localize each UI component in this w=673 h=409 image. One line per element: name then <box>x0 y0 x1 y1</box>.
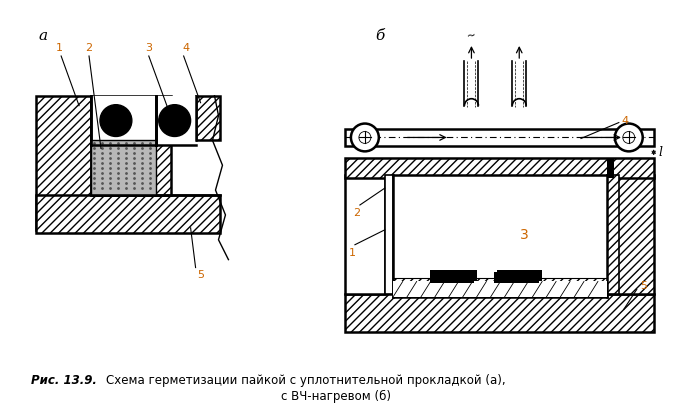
Bar <box>91 96 155 140</box>
Bar <box>345 158 653 178</box>
Text: l: l <box>659 146 663 159</box>
Text: 5: 5 <box>640 281 647 292</box>
Bar <box>36 96 91 230</box>
Bar <box>393 281 607 297</box>
Text: ~: ~ <box>466 30 477 42</box>
Bar <box>497 270 542 281</box>
Text: 1: 1 <box>349 248 355 258</box>
Circle shape <box>159 105 190 137</box>
Bar <box>393 277 607 297</box>
Bar <box>429 270 477 281</box>
Text: с ВЧ-нагревом (б): с ВЧ-нагревом (б) <box>281 390 391 403</box>
Bar <box>91 140 155 195</box>
Circle shape <box>623 132 635 144</box>
Bar <box>345 294 653 332</box>
Bar <box>429 272 474 283</box>
Circle shape <box>359 132 371 144</box>
Bar <box>36 195 221 233</box>
Text: 4: 4 <box>182 43 189 53</box>
Text: 3: 3 <box>145 43 152 53</box>
Bar <box>393 175 607 274</box>
Circle shape <box>351 124 379 151</box>
Bar <box>91 96 171 195</box>
Bar <box>345 128 653 146</box>
Bar <box>393 175 607 277</box>
Text: 4: 4 <box>622 116 629 126</box>
Circle shape <box>615 124 643 151</box>
Bar <box>91 96 155 146</box>
Bar <box>345 175 385 294</box>
Text: а: а <box>38 29 47 43</box>
Circle shape <box>100 105 132 137</box>
Bar <box>607 175 619 294</box>
Bar <box>155 96 196 146</box>
Text: Рис. 13.9.: Рис. 13.9. <box>31 374 97 387</box>
Text: б: б <box>375 29 384 43</box>
Bar <box>196 96 221 140</box>
Text: 1: 1 <box>56 43 63 53</box>
Text: Схема герметизации пайкой с уплотнительной прокладкой (а),: Схема герметизации пайкой с уплотнительн… <box>106 374 505 387</box>
Bar <box>495 272 539 283</box>
Bar <box>607 158 614 178</box>
Text: 5: 5 <box>198 270 205 280</box>
Bar <box>609 175 653 294</box>
Text: 3: 3 <box>520 228 528 242</box>
Bar <box>385 175 393 294</box>
Text: 2: 2 <box>85 43 93 53</box>
Text: 2: 2 <box>353 208 361 218</box>
